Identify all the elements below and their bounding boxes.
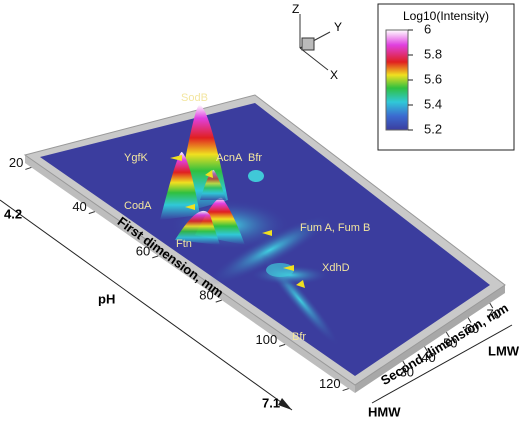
ph-start: 4.2 (4, 206, 22, 221)
colorbar (385, 29, 409, 131)
colorbar-tick-label: 5.2 (424, 121, 442, 136)
colorbar-tick-label: 6 (424, 21, 431, 36)
tick-mark (88, 211, 95, 215)
pointer (262, 230, 272, 236)
triad-axis (299, 47, 329, 71)
pointer (205, 170, 213, 178)
streak (207, 214, 333, 286)
tick-mark (25, 166, 32, 170)
triad (299, 14, 331, 71)
tick-mark (424, 346, 428, 352)
arrow (278, 398, 292, 410)
ph-label: pH (98, 291, 115, 306)
second-tick-label: 70 (487, 307, 501, 322)
tick-mark (152, 255, 159, 259)
first-tick-label: 20 (9, 155, 23, 170)
second-tick-label: 60 (465, 321, 479, 336)
peak (200, 169, 226, 200)
second-tick-label: 50 (443, 336, 457, 351)
pointer (296, 280, 305, 288)
first-tick-label: 40 (72, 199, 86, 214)
first-tick-label: 80 (199, 288, 213, 303)
triad-cube (301, 37, 315, 51)
triad-label: X (330, 68, 338, 82)
pointer (185, 204, 195, 210)
second-tick-label: 40 (421, 350, 435, 365)
spot (266, 263, 294, 277)
annotation: Fum A, Fum B (300, 222, 370, 234)
tick-mark (215, 299, 222, 303)
mw-axis-line (371, 324, 513, 404)
tick-mark (402, 360, 407, 367)
annotation: Bfr (292, 331, 306, 343)
annotation: CodA (124, 200, 152, 212)
ph-axis-line (0, 199, 293, 411)
tick-mark (489, 302, 494, 309)
peak (248, 170, 264, 182)
tick-mark (342, 388, 349, 392)
peak (175, 210, 220, 245)
triad-label: Y (334, 20, 342, 34)
first-tick-label: 120 (319, 376, 341, 391)
ph-end: 7.1 (262, 395, 280, 410)
mw-end: LMW (488, 343, 520, 358)
tick-mark (467, 317, 472, 323)
first-tick-label: 100 (255, 332, 277, 347)
slab-side (355, 285, 505, 393)
pointer (170, 155, 182, 161)
colorbar-title: Log10(Intensity) (403, 9, 489, 23)
annotation: XdhD (322, 262, 350, 274)
annotation: SodB (181, 92, 208, 104)
first-tick-label: 60 (136, 243, 150, 258)
peak (160, 151, 200, 220)
colorbar-tick-label: 5.6 (424, 71, 442, 86)
tick-mark (445, 331, 450, 338)
second-tick-label: 30 (400, 365, 414, 380)
mw-start: HMW (368, 404, 401, 419)
pointer (283, 265, 294, 271)
colorbar-tick-label: 5.4 (424, 96, 442, 111)
triad-label: Z (292, 2, 299, 16)
pointers (170, 155, 305, 288)
annotation: YgfK (124, 152, 149, 164)
colorbar-tick-label: 5.8 (424, 46, 442, 61)
slab-side (25, 155, 355, 393)
annotation: Ftn (176, 238, 192, 250)
annotation: Bfr (248, 152, 262, 164)
annotation: AcnA (216, 152, 243, 164)
tick-mark (279, 343, 286, 347)
